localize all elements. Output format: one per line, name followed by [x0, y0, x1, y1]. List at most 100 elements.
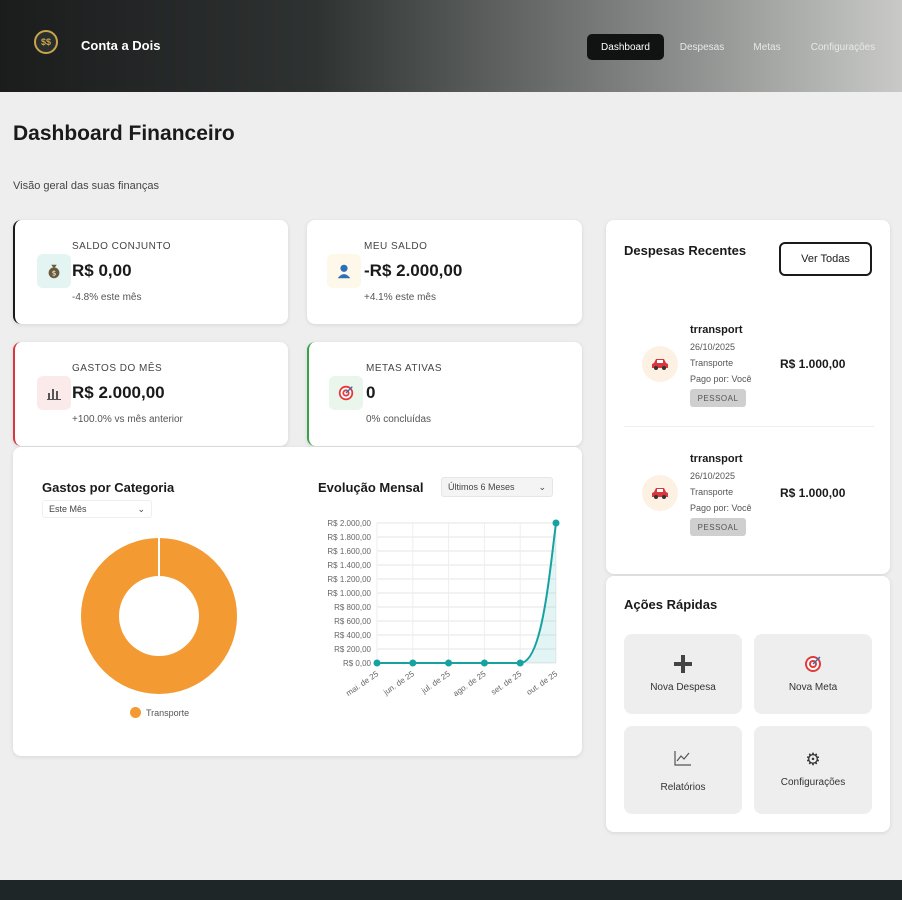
app-logo[interactable]: $$	[34, 30, 58, 54]
category-donut-chart	[81, 538, 237, 694]
monthly-filter-value: Últimos 6 Meses	[448, 482, 515, 492]
x-tick-label: jul. de 25	[419, 669, 452, 696]
expense-category: Transporte	[690, 358, 734, 368]
x-tick-label: set. de 25	[489, 669, 523, 697]
brand-name[interactable]: Conta a Dois	[81, 38, 161, 53]
nav-configuracoes[interactable]: Configurações	[810, 41, 876, 53]
category-filter-select[interactable]: Este Mês ⌄	[42, 500, 152, 518]
x-tick-label: jun. de 25	[381, 669, 416, 697]
stat-note: +100.0% vs mês anterior	[72, 414, 183, 425]
quick-action-label: Nova Despesa	[650, 682, 716, 693]
bar-chart-icon	[37, 376, 71, 410]
y-tick-label: R$ 800,00	[334, 603, 371, 612]
quick-action-label: Nova Meta	[788, 682, 838, 693]
expense-name: trransport	[690, 453, 743, 465]
y-tick-label: R$ 2.000,00	[327, 519, 371, 528]
footer-bar	[0, 880, 902, 900]
y-tick-label: R$ 200,00	[334, 645, 371, 654]
stat-value: -R$ 2.000,00	[364, 261, 463, 280]
category-filter-value: Este Mês	[49, 504, 87, 514]
monthly-chart-title: Evolução Mensal	[318, 480, 424, 495]
stat-note: +4.1% este mês	[364, 292, 436, 303]
line-point[interactable]	[373, 659, 381, 667]
new-goal-button[interactable]: Nova Meta	[754, 634, 872, 714]
y-tick-label: R$ 1.400,00	[327, 561, 371, 570]
car-icon	[642, 346, 678, 382]
line-point[interactable]	[409, 659, 417, 667]
quick-actions-card: Ações Rápidas Nova Despesa Nova Meta Rel…	[606, 576, 890, 832]
new-expense-button[interactable]: Nova Despesa	[624, 634, 742, 714]
nav-dashboard[interactable]: Dashboard	[587, 34, 664, 60]
chevron-down-icon: ⌄	[538, 481, 546, 492]
expense-date: 26/10/2025	[690, 471, 736, 481]
stat-label: SALDO CONJUNTO	[72, 241, 172, 252]
expense-type-badge: PESSOAL	[690, 389, 746, 407]
chart-line-icon	[624, 750, 742, 771]
stat-value: R$ 2.000,00	[72, 383, 165, 402]
page-title: Dashboard Financeiro	[13, 122, 235, 145]
line-point[interactable]	[516, 659, 524, 667]
y-tick-label: R$ 1.000,00	[327, 589, 371, 598]
stat-label: GASTOS DO MÊS	[72, 363, 163, 374]
nav-metas[interactable]: Metas	[753, 41, 781, 53]
stat-card-saldo-conjunto: $ SALDO CONJUNTO R$ 0,00 -4.8% este mês	[13, 220, 288, 324]
category-legend: Transporte	[130, 707, 189, 718]
expense-item[interactable]: trransport 26/10/2025 Transporte Pago po…	[606, 298, 890, 426]
chevron-down-icon: ⌄	[137, 503, 145, 514]
stat-note: 0% concluídas	[366, 414, 432, 425]
page-subtitle: Visão geral das suas finanças	[13, 180, 159, 192]
stat-note: -4.8% este mês	[72, 292, 142, 303]
settings-button[interactable]: ⚙ Configurações	[754, 726, 872, 814]
expense-amount: R$ 1.000,00	[780, 486, 846, 500]
quick-action-label: Configurações	[780, 777, 846, 788]
monthly-line-chart: R$ 0,00 R$ 200,00 R$ 400,00 R$ 600,00 R$ 800…	[327, 519, 560, 698]
y-tick-label: R$ 400,00	[334, 631, 371, 640]
y-tick-label: R$ 0,00	[343, 659, 372, 668]
x-tick-label: out. de 25	[525, 669, 560, 697]
line-point[interactable]	[445, 659, 453, 667]
svg-text:$: $	[52, 269, 57, 278]
expense-type-badge: PESSOAL	[690, 518, 746, 536]
gear-icon: ⚙	[805, 750, 821, 769]
expense-name: trransport	[690, 324, 743, 336]
y-tick-label: R$ 1.200,00	[327, 575, 371, 584]
target-icon	[754, 654, 872, 679]
recent-expenses-card: Despesas Recentes Ver Todas trransport 2…	[606, 220, 890, 574]
expense-paid-by: Pago por: Você	[690, 374, 752, 384]
x-tick-label: ago. de 25	[451, 669, 488, 698]
stat-card-metas-ativas: METAS ATIVAS 0 0% concluídas	[307, 342, 582, 446]
y-tick-label: R$ 1.800,00	[327, 533, 371, 542]
monthly-filter-select[interactable]: Últimos 6 Meses ⌄	[441, 477, 553, 497]
stat-label: MEU SALDO	[364, 241, 428, 252]
recent-expenses-title: Despesas Recentes	[624, 243, 747, 258]
expense-amount: R$ 1.000,00	[780, 357, 846, 371]
y-tick-label: R$ 1.600,00	[327, 547, 371, 556]
nav-despesas[interactable]: Despesas	[679, 41, 725, 53]
expense-date: 26/10/2025	[690, 342, 736, 352]
line-area-fill	[377, 523, 556, 663]
reports-button[interactable]: Relatórios	[624, 726, 742, 814]
line-point[interactable]	[552, 519, 560, 527]
stat-label: METAS ATIVAS	[366, 363, 443, 374]
stat-card-gastos-do-mes: GASTOS DO MÊS R$ 2.000,00 +100.0% vs mês…	[13, 342, 288, 446]
y-tick-label: R$ 600,00	[334, 617, 371, 626]
charts-card: Gastos por Categoria Este Mês ⌄ Transpor…	[13, 447, 582, 756]
view-all-button[interactable]: Ver Todas	[779, 242, 872, 276]
divider	[624, 426, 874, 427]
line-point[interactable]	[480, 659, 488, 667]
car-icon	[642, 475, 678, 511]
expense-item[interactable]: trransport 26/10/2025 Transporte Pago po…	[606, 427, 890, 555]
legend-label: Transporte	[146, 707, 190, 718]
quick-action-label: Relatórios	[660, 782, 706, 793]
expense-category: Transporte	[690, 487, 734, 497]
plus-icon	[624, 654, 742, 679]
legend-swatch	[130, 707, 141, 718]
expense-paid-by: Pago por: Você	[690, 503, 752, 513]
logo-icon: $$	[40, 37, 51, 47]
category-chart-title: Gastos por Categoria	[42, 480, 175, 495]
money-bag-icon: $	[37, 254, 71, 288]
top-navbar: $$ Conta a Dois Dashboard Despesas Metas…	[0, 0, 902, 92]
stat-value: 0	[366, 383, 376, 402]
stat-value: R$ 0,00	[72, 261, 132, 280]
user-icon	[327, 254, 361, 288]
